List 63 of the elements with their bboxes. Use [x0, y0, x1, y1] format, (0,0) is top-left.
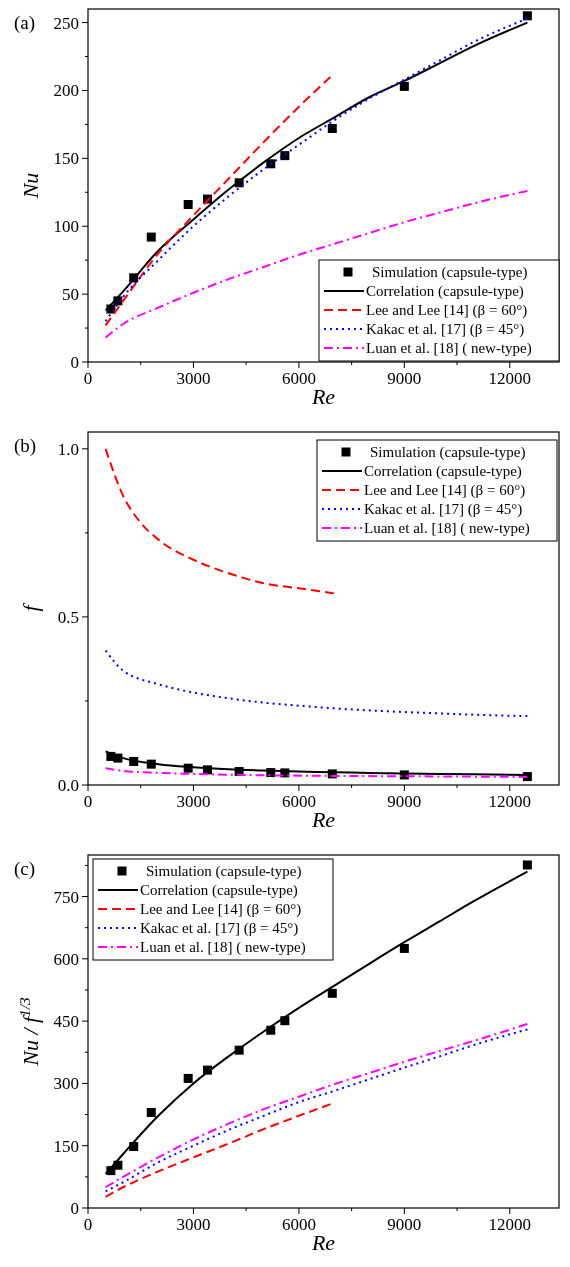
point: [146, 232, 156, 242]
legend-label: Simulation (capsule-type): [372, 264, 528, 281]
x-tick-label: 9000: [387, 369, 422, 388]
y-tick-label: 300: [53, 1074, 79, 1094]
x-tick-label: 3000: [176, 1215, 211, 1234]
x-tick-label: 0: [83, 369, 93, 388]
legend-label: Correlation (capsule-type): [140, 882, 298, 899]
legend-label: Kakac et al. [17] (β = 45°): [364, 501, 523, 518]
y-tick-label: 0: [70, 1199, 79, 1218]
y-tick-label: 750: [53, 887, 79, 907]
legend-label: Simulation (capsule-type): [146, 863, 302, 880]
line-series: [104, 447, 336, 595]
y-tick-label: 0: [70, 353, 79, 372]
y-tick-label: 0.5: [57, 607, 79, 627]
y-tick-label: 100: [53, 217, 79, 237]
y-tick-label: 150: [53, 149, 79, 169]
point: [327, 988, 337, 998]
y-tick-label: 250: [53, 13, 79, 33]
line-series: [104, 649, 529, 718]
line-series: [104, 1103, 332, 1198]
point: [183, 1073, 193, 1083]
x-tick-label: 0: [83, 792, 93, 811]
y-axis-title: f: [18, 602, 43, 612]
y-tick-label: 150: [53, 1136, 79, 1156]
y-tick-label: 600: [53, 949, 79, 969]
chart-title: (a): [14, 12, 36, 34]
x-tick-label: 9000: [387, 792, 422, 811]
point: [183, 200, 193, 210]
x-tick-label: 0: [83, 1215, 93, 1234]
point: [327, 123, 337, 133]
y-tick-label: 50: [62, 285, 79, 305]
point: [399, 81, 409, 91]
legend-label: Luan et al. [18] ( new-type): [364, 520, 530, 537]
point: [522, 11, 532, 21]
line-series: [104, 189, 529, 339]
legend-label: Correlation (capsule-type): [364, 463, 522, 480]
point: [399, 943, 409, 953]
x-tick-label: 3000: [176, 369, 211, 388]
x-tick-label: 9000: [387, 1215, 422, 1234]
legend-label: Lee and Lee [14] (β = 60°): [364, 482, 526, 499]
y-tick-label: 0.0: [57, 776, 79, 795]
x-tick-label: 12000: [488, 369, 532, 388]
legend-label: Kakac et al. [17] (β = 45°): [140, 920, 299, 937]
chart-title: (c): [14, 858, 36, 880]
chart-title: (b): [14, 435, 37, 457]
legend-label: Lee and Lee [14] (β = 60°): [140, 901, 302, 918]
x-tick-label: 12000: [488, 1215, 532, 1234]
x-tick-label: 12000: [488, 792, 532, 811]
y-axis-title: Nu: [18, 172, 43, 200]
point: [280, 151, 290, 161]
x-tick-label: 3000: [176, 792, 211, 811]
legend-label: Kakac et al. [17] (β = 45°): [366, 321, 525, 338]
legend-label: Correlation (capsule-type): [366, 283, 524, 300]
legend-label: Luan et al. [18] ( new-type): [366, 340, 532, 357]
legend-label: Luan et al. [18] ( new-type): [140, 939, 306, 956]
point: [146, 1107, 156, 1117]
line-series: [104, 75, 332, 327]
legend-label: Simulation (capsule-type): [370, 444, 526, 461]
y-tick-label: 1.0: [57, 439, 79, 459]
point: [522, 860, 532, 870]
y-tick-label: 200: [53, 81, 79, 101]
y-tick-label: 450: [53, 1012, 79, 1032]
legend-label: Lee and Lee [14] (β = 60°): [366, 302, 528, 319]
